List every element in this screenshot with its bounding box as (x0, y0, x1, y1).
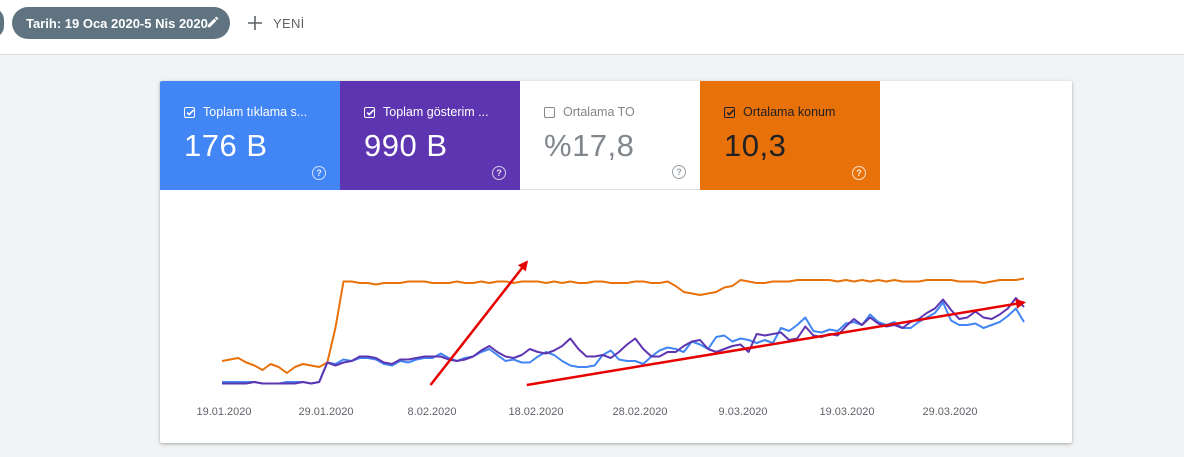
checkbox-checked-icon[interactable] (724, 106, 735, 118)
metric-label: Toplam gösterim ... (383, 105, 489, 119)
date-filter-chip[interactable]: Tarih: 19 Oca 2020-5 Nis 2020 (12, 7, 230, 39)
metric-tile-impressions[interactable]: Toplam gösterim ... 990 B ? (340, 81, 520, 190)
metric-label: Ortalama TO (563, 105, 635, 119)
metric-value: 10,3 (724, 128, 787, 163)
metric-tile-clicks[interactable]: Toplam tıklama s... 176 B ? (160, 81, 340, 190)
x-tick-label: 19.03.2020 (819, 406, 874, 418)
help-icon[interactable]: ? (312, 166, 326, 180)
pencil-icon[interactable] (206, 15, 220, 32)
help-icon[interactable]: ? (852, 166, 866, 180)
x-tick-label: 8.02.2020 (408, 406, 457, 418)
x-tick-label: 19.01.2020 (196, 406, 251, 418)
help-icon[interactable]: ? (492, 166, 506, 180)
metric-value: 176 B (184, 128, 268, 163)
help-icon[interactable]: ? (672, 165, 686, 179)
checkbox-checked-icon[interactable] (184, 106, 195, 118)
metric-tile-ctr[interactable]: Ortalama TO %17,8 ? (520, 81, 700, 190)
trend-arrow-0 (429, 260, 528, 386)
previous-filter-chip[interactable] (0, 8, 4, 38)
add-filter-label: YENİ (273, 15, 305, 31)
date-filter-label: Tarih: 19 Oca 2020-5 Nis 2020 (26, 15, 208, 31)
add-filter-button[interactable]: YENİ (247, 10, 305, 36)
x-tick-label: 18.02.2020 (508, 406, 563, 418)
x-tick-label: 29.01.2020 (298, 406, 353, 418)
series-line-2 (221, 277, 1025, 374)
x-tick-label: 28.02.2020 (612, 406, 667, 418)
plus-icon (248, 16, 262, 30)
checkbox-checked-icon[interactable] (364, 106, 375, 118)
metric-label: Toplam tıklama s... (203, 105, 308, 119)
performance-chart: 19.01.2020 29.01.2020 8.02.2020 18.02.2020 2… (196, 260, 1026, 418)
metric-value: 990 B (364, 128, 448, 163)
top-toolbar: Tarih: 19 Oca 2020-5 Nis 2020 YENİ (0, 0, 1184, 55)
metric-value: %17,8 (544, 128, 635, 163)
trend-arrow-1 (526, 298, 1026, 387)
metric-tile-position[interactable]: Ortalama konum 10,3 ? (700, 81, 880, 190)
x-tick-label: 9.03.2020 (719, 406, 768, 418)
metric-label: Ortalama konum (743, 105, 836, 119)
series-line-0 (222, 301, 1025, 385)
performance-card: Toplam tıklama s... 176 B ? Toplam göste… (160, 81, 1072, 443)
series-line-1 (222, 297, 1025, 385)
checkbox-unchecked-icon[interactable] (544, 106, 555, 118)
x-tick-label: 29.03.2020 (922, 406, 977, 418)
